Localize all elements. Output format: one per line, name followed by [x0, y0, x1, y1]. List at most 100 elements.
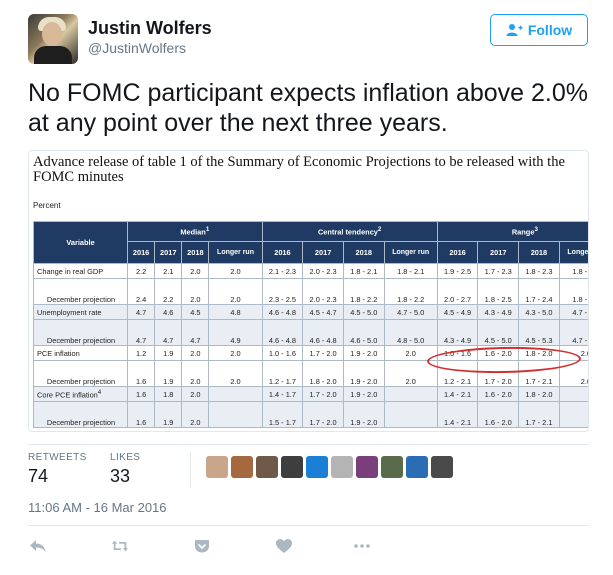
year-header: 2018 — [518, 241, 560, 264]
table-cell: 1.7 - 2.4 — [518, 278, 560, 305]
table-cell: 2.0 - 2.3 — [302, 263, 344, 279]
table-cell: 1.8 - 2.0 — [302, 360, 344, 387]
table-cell: 4.6 — [154, 304, 183, 320]
tweet-media[interactable]: Advance release of table 1 of the Summar… — [28, 150, 589, 432]
table-cell — [558, 401, 588, 428]
document-title: Advance release of table 1 of the Summar… — [33, 154, 565, 185]
row-label: Core PCE inflation4 — [33, 386, 128, 402]
table-cell: 1.8 — [154, 386, 183, 402]
table-cell: 4.7 - 5.8 — [558, 304, 588, 320]
like-button[interactable] — [274, 537, 294, 555]
table-cell: 1.6 — [126, 386, 156, 402]
projections-table: Variable Median1 Central tendency2 Range… — [33, 221, 588, 428]
table-cell: 1.7 - 2.0 — [477, 360, 520, 387]
table-cell: 4.7 - 5.8 — [558, 319, 588, 346]
likes-stat[interactable]: LIKES 33 — [110, 452, 140, 487]
save-button[interactable] — [192, 537, 212, 555]
like-icon — [276, 539, 292, 553]
row-label: December projection — [33, 319, 128, 346]
year-header: 2017 — [154, 241, 183, 264]
user-handle[interactable]: @JustinWolfers — [88, 40, 186, 56]
table-cell: 2.0 — [181, 263, 210, 279]
table-cell: 4.6 - 4.8 — [261, 319, 304, 346]
table-cell: 4.5 - 5.3 — [518, 319, 560, 346]
table-cell: 1.7 - 2.3 — [477, 263, 520, 279]
table-cell: 2.3 - 2.5 — [261, 278, 304, 305]
table-cell: 4.6 - 4.8 — [261, 304, 304, 320]
save-icon — [195, 540, 209, 553]
stat-separator — [190, 452, 191, 488]
timestamp[interactable]: 11:06 AM - 16 Mar 2016 — [28, 500, 167, 515]
table-row: Core PCE inflation4 1.6 1.8 2.0 1.4 - 1.7 1.7… — [33, 386, 588, 402]
avatar[interactable] — [28, 14, 78, 64]
avatar-suit — [34, 46, 72, 64]
divider — [28, 444, 589, 445]
table-cell: 2.0 — [181, 401, 210, 428]
table-cell: 4.7 — [126, 319, 156, 346]
table-cell — [208, 386, 263, 402]
table-cell: 4.8 - 5.0 — [383, 319, 438, 346]
table-cell: 2.0 — [208, 360, 263, 387]
year-header: Longer run — [558, 241, 588, 264]
user-name[interactable]: Justin Wolfers — [88, 18, 212, 38]
liker-avatar[interactable] — [306, 456, 328, 478]
table-cell: 4.5 - 5.0 — [342, 304, 385, 320]
table-cell: 1.8 - 2.2 — [342, 278, 385, 305]
table-cell: 2.2 — [126, 263, 156, 279]
tweet-actions — [28, 535, 370, 557]
retweets-stat[interactable]: RETWEETS 74 — [28, 452, 87, 487]
table-cell: 2.4 — [126, 278, 156, 305]
group-header-median: Median1 — [127, 221, 263, 242]
table-cell: 1.7 - 2.0 — [302, 345, 344, 361]
table-cell: 4.3 - 5.0 — [518, 304, 560, 320]
follow-label: Follow — [527, 22, 573, 38]
table-cell: 2.0 — [208, 345, 263, 361]
follow-person-plus-icon — [506, 24, 523, 36]
year-header: 2016 — [436, 241, 479, 264]
follow-button[interactable]: Follow — [490, 14, 588, 46]
year-header: 2016 — [126, 241, 156, 264]
row-label: Change in real GDP — [33, 263, 128, 279]
liker-avatar[interactable] — [381, 456, 403, 478]
liker-avatar[interactable] — [331, 456, 353, 478]
table-cell: 2.0 - 2.3 — [302, 278, 344, 305]
liker-avatar[interactable] — [256, 456, 278, 478]
retweet-button[interactable] — [110, 537, 130, 555]
table-cell: 1.6 — [126, 360, 156, 387]
liker-avatar[interactable] — [356, 456, 378, 478]
table-cell: 1.7 - 2.1 — [518, 360, 560, 387]
row-label: December projection — [33, 278, 128, 305]
more-button[interactable] — [352, 537, 372, 555]
row-label: December projection — [33, 401, 128, 428]
liker-avatar[interactable] — [206, 456, 228, 478]
table-cell: 1.8 - 2.1 — [383, 263, 438, 279]
table-cell: 4.7 — [126, 304, 156, 320]
table-cell: 4.5 - 4.7 — [302, 304, 344, 320]
table-cell: 1.4 - 1.7 — [261, 386, 304, 402]
table-row: Change in real GDP 2.2 2.1 2.0 2.0 2.1 - 2.3 2… — [33, 263, 588, 279]
table-cell: 1.7 - 2.0 — [302, 401, 344, 428]
table-cell: 4.6 - 5.0 — [342, 319, 385, 346]
table-cell: 1.9 - 2.0 — [342, 401, 385, 428]
liker-avatar[interactable] — [281, 456, 303, 478]
year-header: 2016 — [261, 241, 304, 264]
year-header: 2017 — [477, 241, 520, 264]
table-cell: 2.2 — [154, 278, 183, 305]
table-cell: 4.6 - 4.8 — [302, 319, 344, 346]
percent-label: Percent — [33, 201, 61, 210]
year-header: Longer run — [208, 241, 263, 264]
liker-avatar[interactable] — [431, 456, 453, 478]
table-cell: 1.8 - 2.3 — [518, 263, 560, 279]
table-row: December projection 4.7 4.7 4.7 4.9 4.6 - 4.8… — [33, 319, 588, 346]
liker-avatar[interactable] — [231, 456, 253, 478]
avatar-face — [42, 22, 62, 46]
table-cell: 4.7 - 5.0 — [383, 304, 438, 320]
reply-button[interactable] — [28, 537, 48, 555]
retweets-count: 74 — [28, 466, 49, 486]
table-cell: 2.1 - 2.3 — [261, 263, 304, 279]
table-cell: 1.8 - 2.5 — [477, 278, 520, 305]
retweets-label: RETWEETS — [28, 452, 87, 463]
table-cell: 1.9 - 2.0 — [342, 360, 385, 387]
table-cell: 1.2 — [126, 345, 156, 361]
liker-avatar[interactable] — [406, 456, 428, 478]
